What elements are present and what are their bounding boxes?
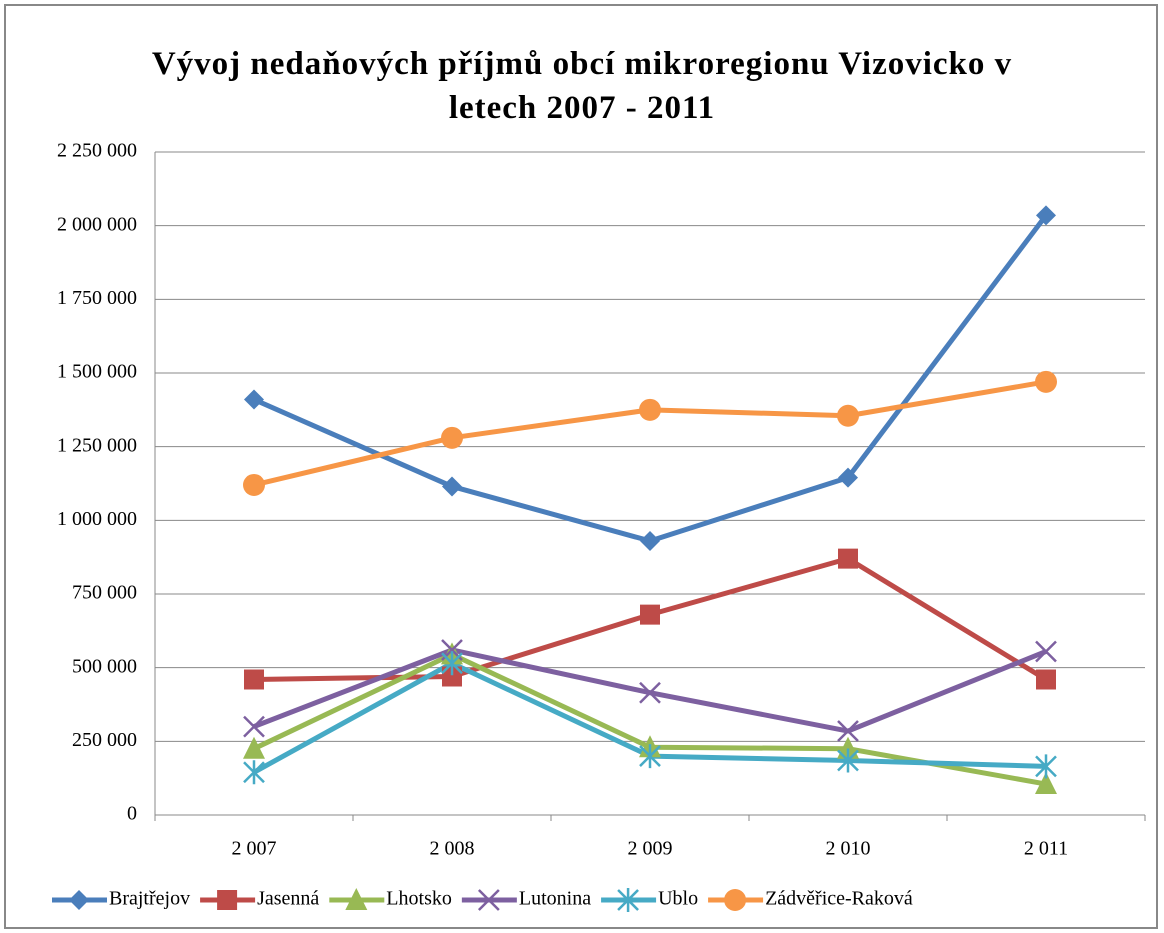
chart-title: Vývoj nedaňových příjmů obcí mikroregion… <box>151 46 1013 126</box>
marker <box>838 467 858 488</box>
marker <box>442 666 462 687</box>
legend-marker <box>69 890 89 910</box>
legend-label: Ublo <box>658 888 698 910</box>
legend-marker <box>477 889 500 911</box>
marker <box>837 736 859 759</box>
x-tick-label: 2 011 <box>1024 838 1068 860</box>
series-line <box>253 379 1047 488</box>
marker <box>442 476 462 497</box>
legend-label: Jasenná <box>257 888 319 910</box>
legend-label: Lutonina <box>519 888 591 910</box>
legend-label: Lhotsko <box>386 888 452 910</box>
y-tick-label: 1 000 000 <box>57 508 137 530</box>
x-tick-label: 2 010 <box>826 838 871 860</box>
y-tick-label: 0 <box>127 803 137 825</box>
series-line <box>252 213 1048 544</box>
marker <box>244 669 264 690</box>
marker <box>639 744 661 769</box>
marker <box>1035 754 1057 779</box>
marker <box>837 404 859 427</box>
y-tick-label: 250 000 <box>72 729 137 751</box>
marker <box>1035 370 1057 393</box>
y-tick-label: 2 250 000 <box>57 140 137 162</box>
y-tick-label: 1 250 000 <box>57 434 137 456</box>
y-tick-label: 2 000 000 <box>57 213 137 235</box>
marker <box>243 736 265 759</box>
legend-marker <box>345 888 368 910</box>
y-tick-label: 500 000 <box>72 655 137 677</box>
legend-marker <box>724 889 747 911</box>
marker <box>837 720 859 742</box>
y-tick-label: 1 500 000 <box>57 361 137 383</box>
marker <box>243 473 265 496</box>
chart-frame <box>4 4 1158 929</box>
legend-marker <box>617 888 639 912</box>
marker <box>1035 640 1057 663</box>
marker <box>1036 205 1056 226</box>
legend-label: Zádvěřice-Raková <box>765 888 913 910</box>
marker <box>838 548 858 569</box>
marker <box>837 748 859 773</box>
legend-label: Brajtřejov <box>109 888 190 910</box>
marker <box>441 651 463 676</box>
x-tick-label: 2 008 <box>430 838 475 860</box>
marker <box>244 389 264 410</box>
marker <box>640 604 660 625</box>
marker <box>639 398 661 421</box>
marker <box>243 760 265 785</box>
x-tick-label: 2 009 <box>628 838 673 860</box>
y-tick-label: 1 750 000 <box>57 287 137 309</box>
marker <box>1036 669 1056 690</box>
x-tick-label: 2 007 <box>232 838 277 860</box>
marker <box>639 681 661 704</box>
marker <box>441 426 463 449</box>
marker <box>1035 772 1057 795</box>
marker <box>243 715 265 738</box>
y-tick-label: 750 000 <box>72 582 137 604</box>
marker <box>640 530 660 551</box>
legend-marker <box>217 890 238 910</box>
